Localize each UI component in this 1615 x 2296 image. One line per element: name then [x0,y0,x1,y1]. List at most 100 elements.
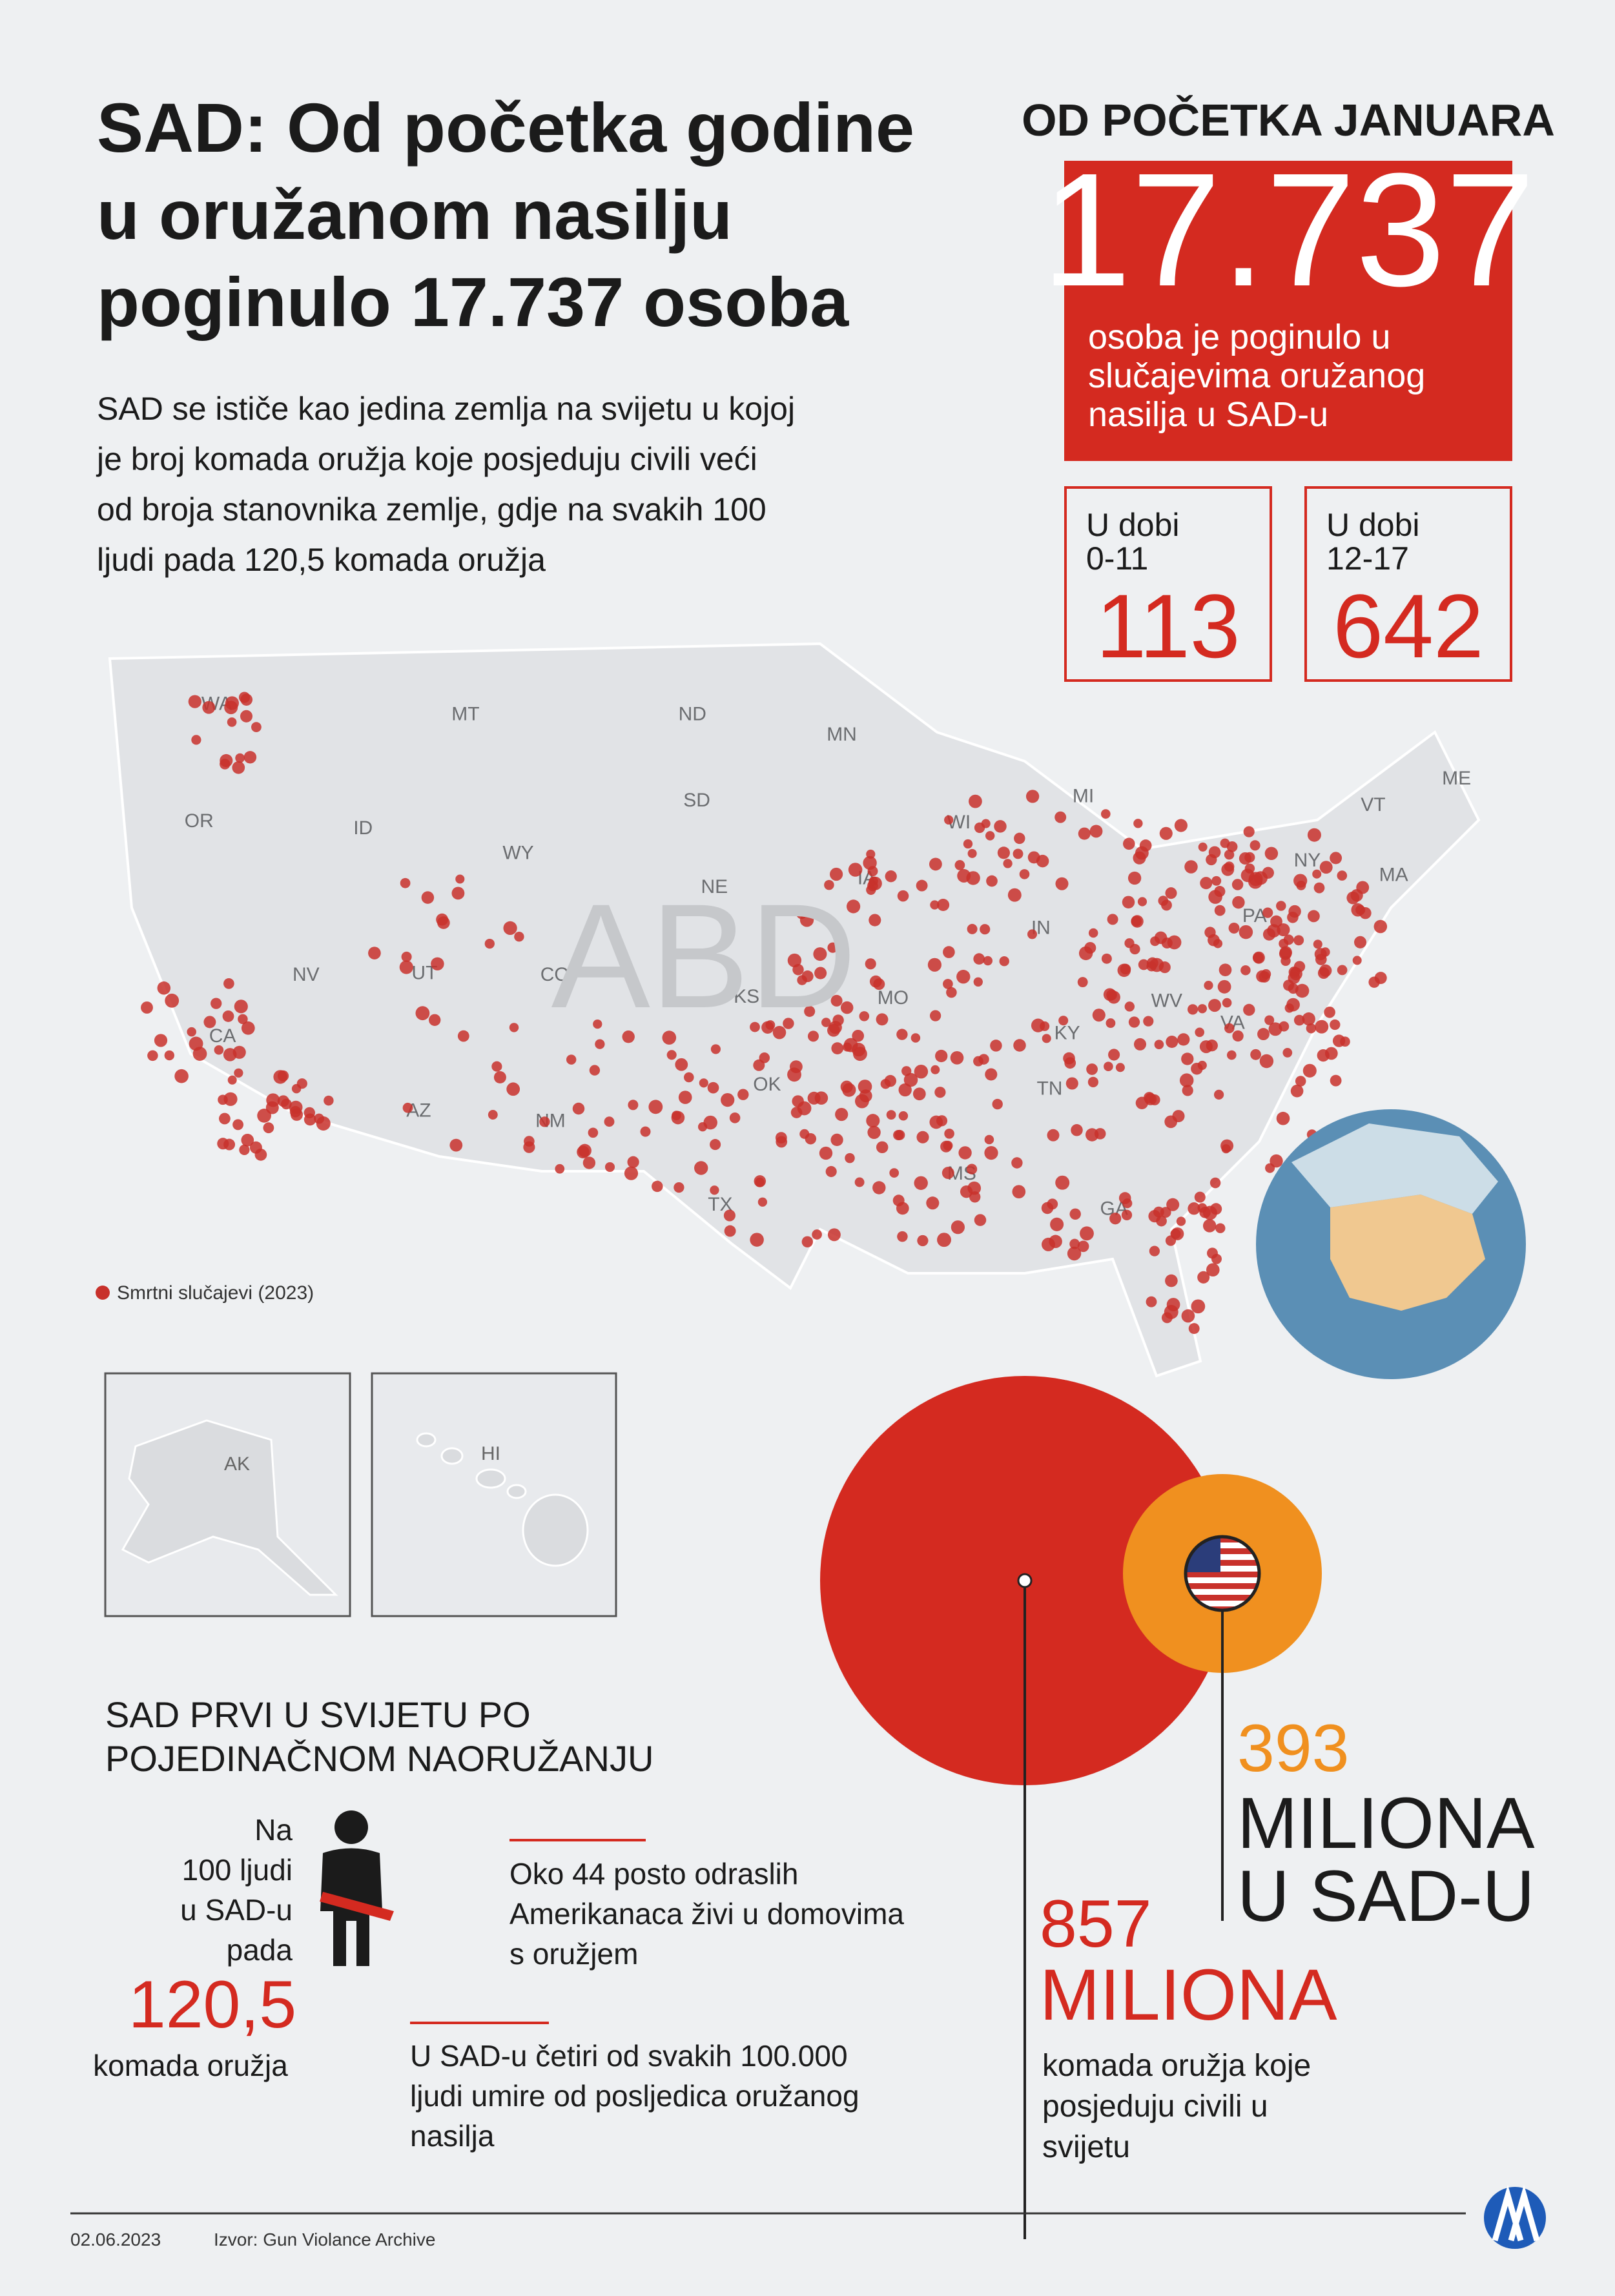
incident-dot [707,1081,719,1094]
incident-dot [1356,881,1370,894]
incident-dot [984,1134,994,1145]
per100-line: u SAD-u [180,1893,293,1927]
incident-dot [859,1011,870,1021]
incident-dot [622,1030,635,1043]
incident-dot [1296,880,1306,890]
incident-dot [1337,965,1348,976]
incident-dot [1259,1054,1274,1069]
incident-dot [509,1023,519,1032]
incident-dot [819,1146,833,1160]
incident-dot [1197,1271,1210,1284]
incident-dot [281,1098,292,1110]
ownership-heading: POJEDINAČNOM NAORUŽANJU [105,1738,653,1779]
incident-dot [1040,1021,1050,1031]
incident-dot [1239,852,1251,865]
incident-dot [910,1033,921,1043]
incident-dot [981,819,991,828]
incident-dot [188,695,201,708]
incident-dot [1209,1177,1221,1189]
incident-dot [960,1185,973,1198]
incident-dot [1118,1192,1131,1204]
legend-dot [96,1286,110,1300]
incident-dot [941,1167,954,1180]
incident-dot [944,815,954,825]
state-label: SD [683,790,710,811]
incident-dot [759,1052,770,1063]
incident-dot [1069,1238,1080,1249]
incident-dot [154,1034,168,1047]
incident-dot [827,942,838,953]
incident-dot [814,1091,828,1105]
incident-dot [927,958,941,972]
incident-dot [1188,1323,1200,1335]
incident-dot [1197,1004,1208,1014]
incident-dot [1231,879,1244,890]
incident-dot [222,1010,234,1022]
incident-dot [1106,1018,1116,1029]
incident-dot [1198,842,1208,852]
incident-dot [821,1018,831,1027]
state-label: VT [1361,794,1385,815]
incident-dot [903,1072,918,1087]
incident-dot [872,1181,886,1194]
incident-dot [892,1194,905,1207]
state-label: WV [1151,990,1182,1012]
incident-dot [220,753,233,768]
incident-dot [234,999,248,1014]
incident-dot [234,1068,243,1078]
incident-dot [1264,1015,1275,1025]
incident-dot [807,1030,819,1042]
incident-dot [1078,827,1091,840]
state-label: OK [753,1074,781,1095]
incident-dot [1202,1219,1217,1233]
incident-dot [421,891,435,904]
incident-dot [232,1119,244,1131]
incident-dot [1108,1049,1120,1061]
incident-dot [990,1040,1002,1052]
incident-dot [189,1036,203,1051]
incident-dot [843,1038,858,1052]
incident-dot [1003,859,1013,868]
incident-dot [1282,1048,1293,1058]
stats-heading: OD POČETKA JANUARA [1022,94,1555,145]
incident-dot [652,1180,663,1193]
fact-line: s oružjem [509,1937,638,1971]
incident-dot [848,863,863,877]
incident-dot [1257,1028,1270,1041]
incident-dot [164,1050,174,1061]
incident-dot [1226,1050,1237,1060]
incident-dot [867,866,878,877]
incident-dot [1290,1084,1304,1098]
incident-dot [1019,869,1030,879]
world-dot [1017,1573,1033,1588]
incident-dot [1077,977,1088,988]
incident-dot [1206,854,1217,866]
incident-dot [449,1138,463,1152]
incident-dot [640,1126,651,1137]
incident-dot [1011,1157,1023,1169]
incident-dot [523,1141,535,1153]
incident-dot [1295,983,1310,998]
fact-line: Oko 44 posto odraslih [509,1857,799,1891]
incident-dot [943,1140,953,1151]
state-label: NE [701,876,728,897]
incident-dot [1158,896,1169,906]
incident-dot [854,1177,865,1187]
usa-unit: MILIONA [1237,1783,1535,1863]
age-value: 642 [1333,575,1484,677]
hawaii-shape [416,1432,589,1567]
incident-dot [1324,1007,1335,1018]
incident-dot [985,831,995,841]
incident-dot [930,900,940,910]
incident-dot [1224,1023,1235,1034]
incident-dot [897,890,909,902]
incident-dot [1109,1213,1122,1225]
incident-dot [223,1138,236,1151]
incident-dot [1165,887,1177,899]
incident-dot [1014,832,1025,845]
incident-dot [1104,1061,1113,1072]
incident-dot [368,947,381,959]
incident-dot [1228,922,1240,934]
